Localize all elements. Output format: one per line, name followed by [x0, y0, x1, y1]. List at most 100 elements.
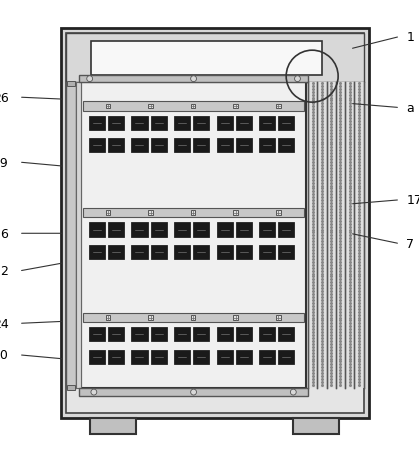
- Bar: [83, 209, 304, 218]
- Bar: [276, 104, 281, 109]
- Bar: [148, 211, 153, 216]
- Bar: [83, 102, 304, 111]
- Bar: [193, 139, 209, 153]
- Bar: [108, 328, 124, 342]
- Bar: [259, 328, 275, 342]
- Bar: [132, 116, 147, 131]
- Text: 2: 2: [0, 265, 8, 278]
- Bar: [91, 41, 322, 76]
- Bar: [259, 139, 275, 153]
- Bar: [174, 139, 190, 153]
- Bar: [278, 246, 295, 260]
- Bar: [191, 315, 195, 320]
- Bar: [106, 315, 110, 320]
- Bar: [83, 313, 304, 323]
- Bar: [108, 139, 124, 153]
- Bar: [278, 350, 295, 364]
- Bar: [193, 116, 209, 131]
- Bar: [276, 211, 281, 216]
- Bar: [174, 223, 190, 237]
- Circle shape: [87, 76, 93, 82]
- Bar: [66, 34, 364, 83]
- Bar: [236, 350, 252, 364]
- Bar: [150, 350, 167, 364]
- Text: 24: 24: [0, 317, 8, 330]
- Circle shape: [191, 76, 197, 82]
- Text: 7: 7: [406, 238, 414, 251]
- Bar: [193, 223, 209, 237]
- Bar: [191, 211, 195, 216]
- Bar: [259, 116, 275, 131]
- Bar: [174, 350, 190, 364]
- Bar: [217, 246, 233, 260]
- Bar: [89, 116, 105, 131]
- Bar: [79, 76, 308, 83]
- Bar: [108, 116, 124, 131]
- Bar: [278, 139, 295, 153]
- Bar: [148, 315, 153, 320]
- Bar: [193, 350, 209, 364]
- Bar: [79, 389, 308, 396]
- Bar: [174, 246, 190, 260]
- Bar: [259, 350, 275, 364]
- Circle shape: [290, 389, 296, 395]
- Bar: [217, 328, 233, 342]
- Bar: [278, 328, 295, 342]
- Bar: [150, 116, 167, 131]
- Bar: [236, 328, 252, 342]
- Bar: [193, 328, 209, 342]
- Bar: [132, 246, 147, 260]
- Bar: [217, 116, 233, 131]
- Bar: [89, 328, 105, 342]
- Bar: [89, 246, 105, 260]
- Bar: [278, 223, 295, 237]
- Bar: [132, 223, 147, 237]
- Circle shape: [91, 389, 97, 395]
- Bar: [89, 350, 105, 364]
- Bar: [259, 223, 275, 237]
- Text: 19: 19: [0, 156, 8, 169]
- Bar: [90, 418, 136, 435]
- Bar: [217, 223, 233, 237]
- Bar: [191, 104, 195, 109]
- Text: 20: 20: [0, 349, 8, 362]
- Text: 6: 6: [0, 228, 8, 240]
- Bar: [293, 418, 339, 435]
- Bar: [150, 139, 167, 153]
- Bar: [236, 223, 252, 237]
- Text: 26: 26: [0, 91, 8, 104]
- Bar: [233, 211, 238, 216]
- Bar: [66, 83, 76, 389]
- Bar: [89, 223, 105, 237]
- Bar: [106, 211, 110, 216]
- Circle shape: [191, 389, 197, 395]
- Bar: [174, 116, 190, 131]
- Bar: [233, 104, 238, 109]
- Bar: [108, 223, 124, 237]
- Bar: [259, 246, 275, 260]
- Bar: [217, 350, 233, 364]
- Circle shape: [295, 76, 300, 82]
- Bar: [108, 350, 124, 364]
- Bar: [308, 83, 364, 389]
- Bar: [106, 104, 110, 109]
- Bar: [132, 328, 147, 342]
- Bar: [150, 223, 167, 237]
- Bar: [150, 246, 167, 260]
- Bar: [236, 139, 252, 153]
- Bar: [150, 328, 167, 342]
- Bar: [61, 29, 369, 418]
- Bar: [108, 246, 124, 260]
- Bar: [67, 81, 75, 86]
- Bar: [193, 246, 209, 260]
- Bar: [233, 315, 238, 320]
- Bar: [66, 34, 364, 413]
- Bar: [236, 116, 252, 131]
- Bar: [132, 350, 147, 364]
- Text: 17: 17: [406, 194, 419, 207]
- Bar: [148, 104, 153, 109]
- Bar: [81, 83, 306, 389]
- Bar: [67, 385, 75, 390]
- Text: 1: 1: [406, 31, 414, 44]
- Bar: [76, 83, 81, 389]
